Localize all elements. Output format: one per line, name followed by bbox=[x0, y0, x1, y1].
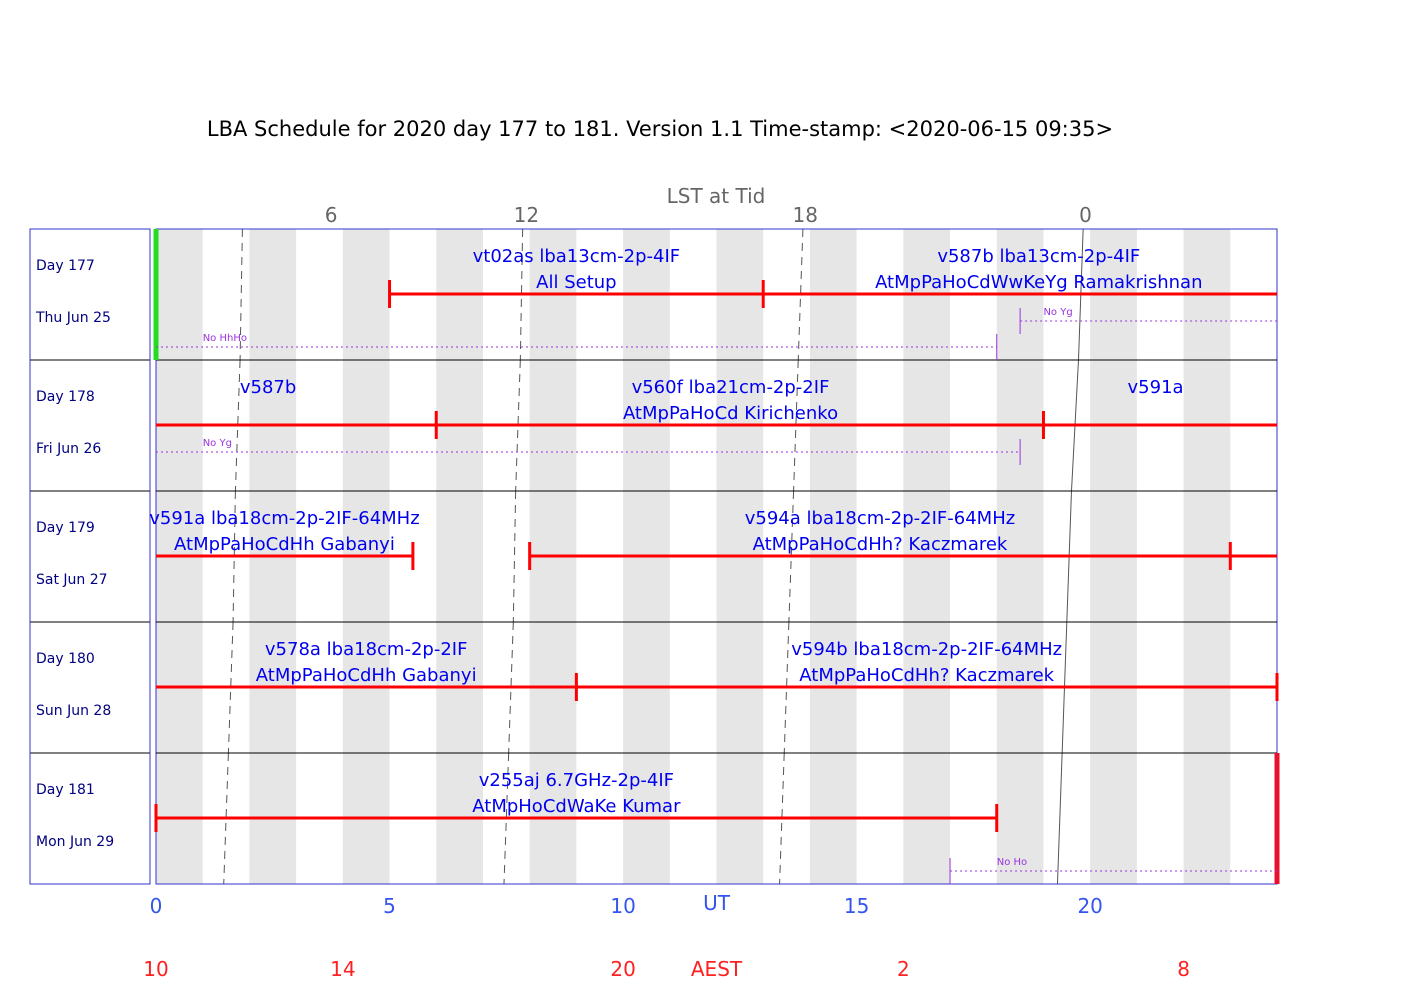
lst-dashed-line bbox=[503, 752, 510, 885]
lst-dashed-line bbox=[797, 228, 804, 361]
day-label: Day 178 bbox=[36, 389, 95, 405]
lst-dashed-line bbox=[223, 752, 229, 885]
lst-lines bbox=[223, 228, 1084, 885]
project-label: AtMpPaHoCdHh? Kaczmarek bbox=[799, 665, 1054, 686]
note-label: No HhHo bbox=[203, 333, 247, 344]
chart-title: LBA Schedule for 2020 day 177 to 181. Ve… bbox=[207, 117, 1113, 141]
project-label: AtMpPaHoCd Kirichenko bbox=[623, 403, 838, 424]
project-label: v587b bbox=[240, 377, 296, 398]
date-label: Sat Jun 27 bbox=[36, 572, 108, 588]
day-label: Day 177 bbox=[36, 258, 95, 274]
day-rows: Day 177 Thu Jun 25 No HhHo No Yg vt02as lba1… bbox=[35, 246, 1279, 884]
project-label: v594b lba18cm-2p-2IF-64MHz bbox=[791, 639, 1062, 660]
project-label: AtMpPaHoCdHh? Kaczmarek bbox=[753, 534, 1008, 555]
project-label: v591a bbox=[1128, 377, 1184, 398]
aest-tick-label: 2 bbox=[897, 957, 910, 981]
project-label: vt02as lba13cm-2p-4IF bbox=[473, 246, 681, 267]
project-label: AtMpPaHoCdWwKeYg Ramakrishnan bbox=[875, 272, 1202, 293]
ut-tick-label: 10 bbox=[610, 894, 635, 918]
project-label: AtMpPaHoCdHh Gabanyi bbox=[174, 534, 395, 555]
ut-tick-label: 5 bbox=[383, 894, 396, 918]
lst-dashed-line bbox=[779, 752, 785, 885]
lst-dashed-line bbox=[239, 228, 243, 361]
lst-axis-label: LST at Tid bbox=[667, 184, 766, 208]
project-label: v578a lba18cm-2p-2IF bbox=[265, 639, 468, 660]
project-label: All Setup bbox=[536, 272, 616, 293]
date-label: Fri Jun 26 bbox=[36, 441, 101, 457]
project-label: v587b lba13cm-2p-4IF bbox=[937, 246, 1140, 267]
lst-solid-line bbox=[1056, 752, 1063, 885]
day-label: Day 181 bbox=[36, 782, 95, 798]
date-label: Sun Jun 28 bbox=[36, 703, 111, 719]
hour-stripe bbox=[436, 229, 483, 884]
lst-dashed-line bbox=[234, 359, 241, 492]
ut-axis-label: UT bbox=[703, 891, 731, 915]
note-label: No Ho bbox=[997, 857, 1027, 868]
project-label: v591a lba18cm-2p-2IF-64MHz bbox=[149, 508, 419, 529]
aest-tick-label: 8 bbox=[1177, 957, 1190, 981]
lst-tick-label: 18 bbox=[793, 203, 818, 227]
date-label: Mon Jun 29 bbox=[36, 834, 114, 850]
project-label: v594a lba18cm-2p-2IF-64MHz bbox=[745, 508, 1015, 529]
axes: LST at Tid 6 12 18 0 0 5 10 15 20 UT 10 14 20 2 8 AEST bbox=[143, 184, 1190, 981]
lst-tick-label: 6 bbox=[325, 203, 338, 227]
ut-tick-label: 15 bbox=[844, 894, 869, 918]
ut-tick-label: 20 bbox=[1077, 894, 1102, 918]
aest-axis-label: AEST bbox=[691, 957, 743, 981]
lst-dashed-line bbox=[783, 621, 790, 754]
ut-tick-label: 0 bbox=[150, 894, 163, 918]
aest-tick-label: 20 bbox=[610, 957, 635, 981]
lst-dashed-line bbox=[515, 359, 521, 492]
lst-tick-label: 0 bbox=[1079, 203, 1092, 227]
lst-dashed-line bbox=[512, 490, 517, 623]
date-label: Thu Jun 25 bbox=[35, 310, 111, 326]
day-label: Day 179 bbox=[36, 520, 95, 536]
note-label: No Yg bbox=[203, 438, 232, 449]
project-label: AtMpPaHoCdHh Gabanyi bbox=[256, 665, 477, 686]
label-column-border bbox=[29, 228, 151, 885]
project-label: v255aj 6.7GHz-2p-4IF bbox=[479, 770, 674, 791]
lst-tick-label: 12 bbox=[514, 203, 539, 227]
lst-dashed-line bbox=[227, 621, 234, 754]
day-label: Day 180 bbox=[36, 651, 95, 667]
lst-dashed-line bbox=[519, 228, 524, 361]
lst-dashed-line bbox=[793, 359, 799, 492]
project-label: AtMpHoCdWaKe Kumar bbox=[472, 796, 681, 817]
lst-dashed-line bbox=[232, 490, 236, 623]
lst-dashed-line bbox=[788, 490, 795, 623]
aest-tick-label: 10 bbox=[143, 957, 168, 981]
note-label: No Yg bbox=[1043, 307, 1072, 318]
project-label: v560f lba21cm-2p-2IF bbox=[632, 377, 830, 398]
lst-dashed-line bbox=[508, 621, 514, 754]
aest-tick-label: 14 bbox=[330, 957, 355, 981]
